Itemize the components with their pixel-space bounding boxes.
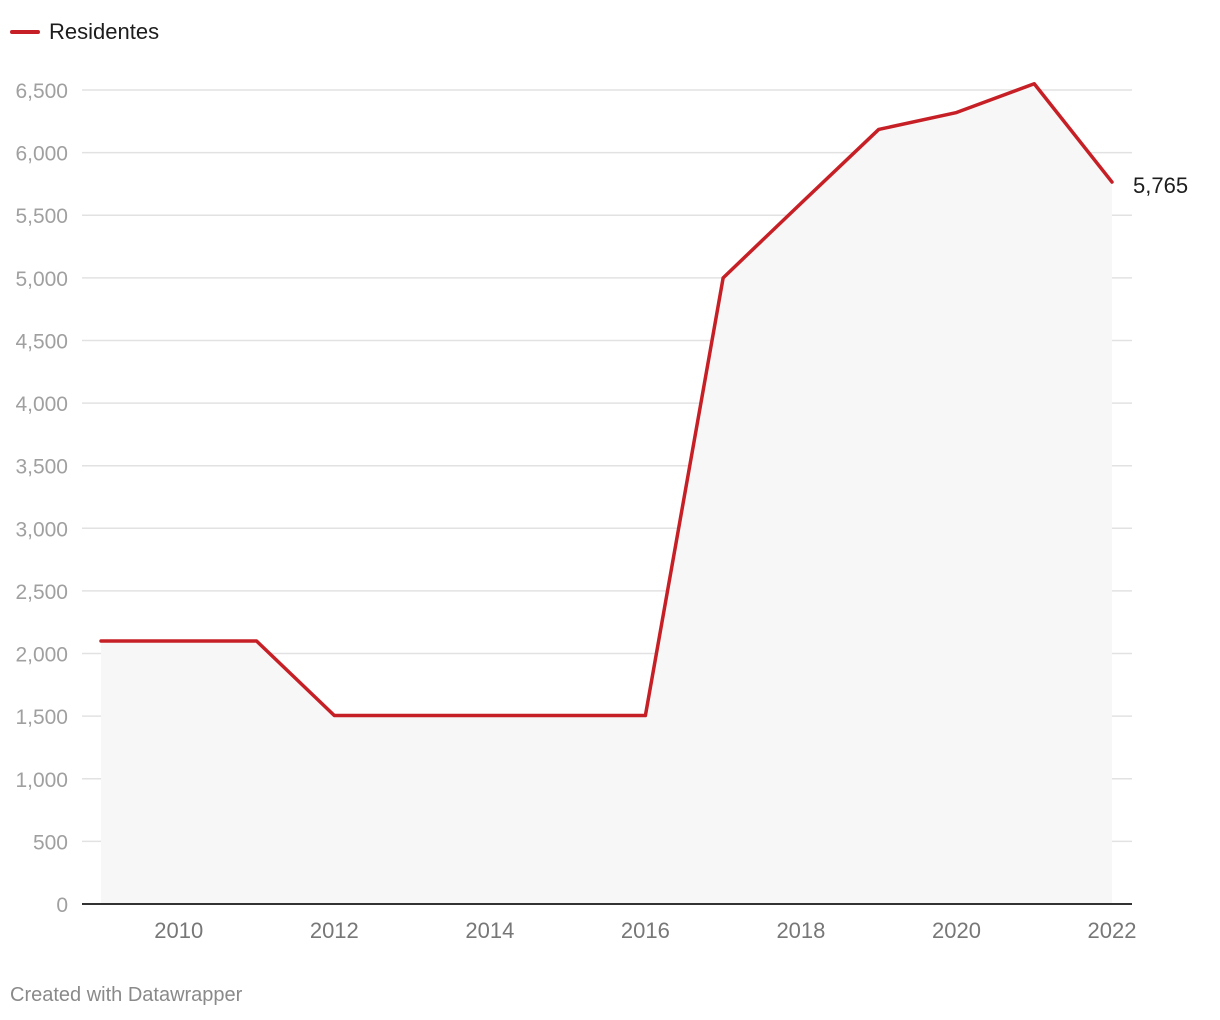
data-point <box>410 714 414 718</box>
y-tick-label: 2,500 <box>15 581 68 604</box>
data-point <box>643 714 647 718</box>
data-point <box>721 276 725 280</box>
data-point <box>255 639 259 643</box>
data-point <box>332 714 336 718</box>
x-tick-label: 2018 <box>776 918 825 943</box>
data-labels: 5,765 <box>1133 173 1188 198</box>
footer-credit: Created with Datawrapper <box>10 984 243 1006</box>
data-point <box>1032 82 1036 86</box>
y-tick-label: 4,500 <box>15 330 68 353</box>
data-point <box>566 714 570 718</box>
legend-swatch <box>10 30 40 34</box>
x-tick-label: 2022 <box>1088 918 1137 943</box>
y-tick-label: 500 <box>33 831 68 854</box>
x-tick-label: 2010 <box>154 918 203 943</box>
y-tick-label: 6,500 <box>15 80 68 103</box>
legend-label: Residentes <box>49 19 160 44</box>
series-area-residentes <box>101 83 1112 904</box>
data-point <box>488 714 492 718</box>
series-line-residentes <box>99 81 1114 718</box>
area-fill-group <box>101 83 1112 904</box>
y-tick-label: 5,000 <box>15 268 68 291</box>
data-point <box>177 639 181 643</box>
y-tick-label: 1,500 <box>15 706 68 729</box>
y-tick-label: 5,500 <box>15 205 68 228</box>
data-point <box>799 201 803 205</box>
y-tick-label: 4,000 <box>15 393 68 416</box>
x-tick-label: 2016 <box>621 918 670 943</box>
y-tick-label: 1,000 <box>15 769 68 792</box>
end-value-label: 5,765 <box>1133 173 1188 198</box>
x-tick-label: 2014 <box>465 918 514 943</box>
axes: 0 500 1,000 1,500 2,000 2,500 3,000 3,500 4,000 4… <box>15 80 1136 943</box>
y-tick-label: 3,500 <box>15 456 68 479</box>
y-tick-label: 3,000 <box>15 518 68 541</box>
series-line-group <box>99 81 1114 718</box>
y-tick-label: 0 <box>56 894 68 917</box>
y-tick-label: 6,000 <box>15 143 68 166</box>
data-point <box>99 639 103 643</box>
x-tick-label: 2020 <box>932 918 981 943</box>
legend: Residentes <box>10 18 159 46</box>
y-tick-label: 2,000 <box>15 644 68 667</box>
x-tick-label: 2012 <box>310 918 359 943</box>
data-point <box>954 111 958 115</box>
data-point <box>1110 180 1114 184</box>
data-point <box>877 127 881 131</box>
